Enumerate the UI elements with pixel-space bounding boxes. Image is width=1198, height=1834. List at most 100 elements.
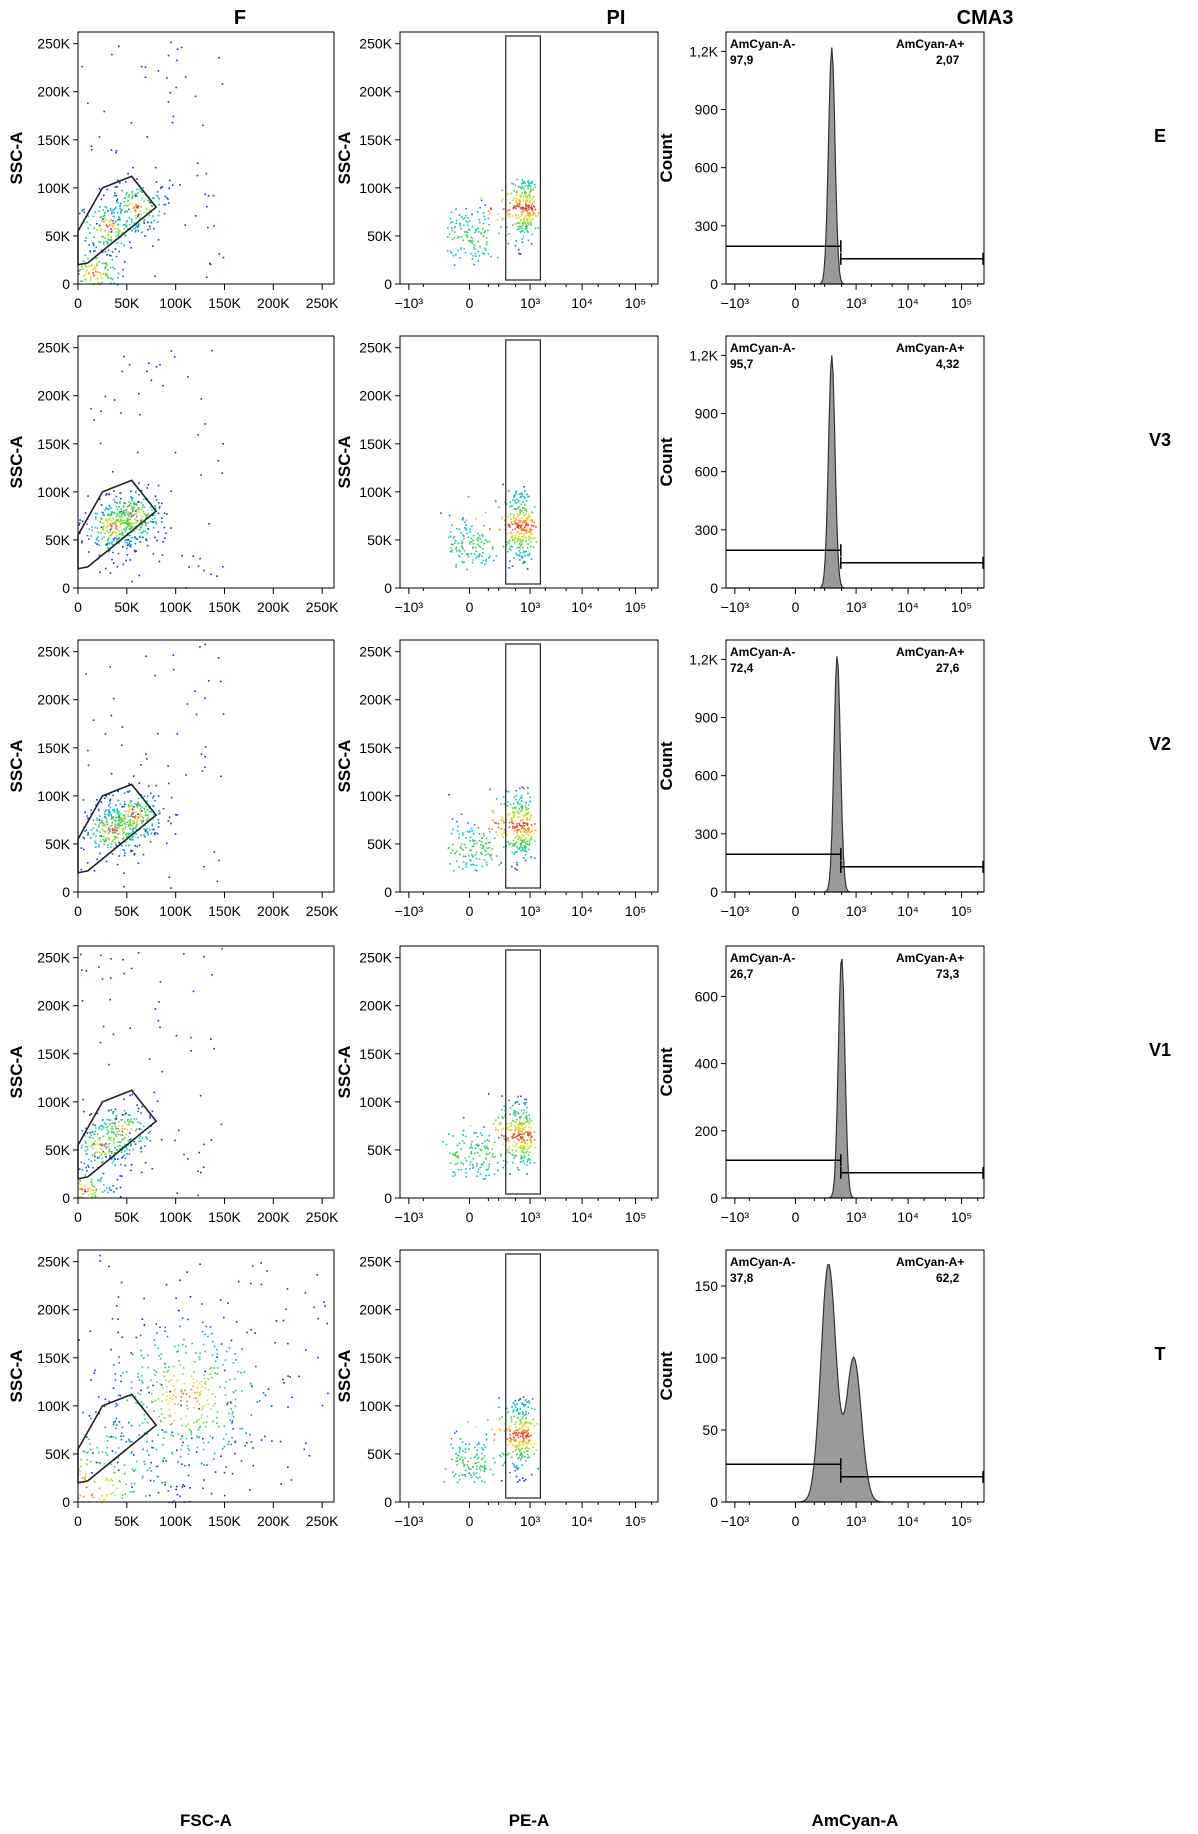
pi-event-dot: [513, 190, 516, 192]
f-event-dot: [169, 1423, 172, 1426]
f-event-dot: [170, 527, 172, 529]
f-event-dot: [138, 1128, 141, 1130]
pi-event-dot: [516, 810, 519, 813]
pi-event-dot: [484, 1140, 486, 1142]
pi-event-dot: [488, 1165, 490, 1168]
pi-event-dot: [494, 837, 496, 840]
pi-event-dot: [453, 227, 456, 229]
pi-event-dot: [491, 858, 493, 861]
pi-event-dot: [463, 535, 465, 537]
f-event-dot: [115, 505, 118, 508]
cma3-x-axis-tick-label: 10⁵: [951, 599, 972, 615]
pi-event-dot: [520, 196, 522, 199]
pi-event-dot: [506, 1453, 509, 1456]
f-event-dot: [116, 508, 119, 511]
pi-event-dot: [458, 235, 460, 238]
pi-event-dot: [472, 539, 475, 541]
f-event-dot: [139, 210, 142, 213]
pi-event-dot: [488, 827, 491, 830]
f-event-dot: [254, 1332, 256, 1334]
pi-event-dot: [525, 529, 528, 531]
f-event-dot: [126, 547, 128, 550]
f-event-dot: [186, 1407, 189, 1410]
f-event-dot: [122, 828, 124, 830]
f-event-dot: [129, 1094, 131, 1097]
pi-event-dot: [522, 182, 524, 184]
f-event-dot: [143, 222, 145, 224]
cma3-x-axis-tick-label: 10⁵: [951, 1209, 972, 1225]
f-event-dot: [164, 203, 167, 206]
pi-event-dot: [525, 1449, 528, 1452]
f-event-dot: [208, 523, 210, 525]
pi-event-dot: [519, 540, 522, 543]
pi-event-dot: [515, 201, 517, 203]
pi-event-dot: [516, 1143, 518, 1145]
f-event-dot: [108, 541, 111, 544]
f-event-dot: [110, 149, 113, 151]
f-event-dot: [205, 172, 208, 175]
pi-event-dot: [520, 524, 523, 527]
f-event-dot: [161, 1400, 163, 1403]
f-event-dot: [158, 210, 160, 213]
f-event-dot: [87, 764, 90, 767]
pi-event-dot: [459, 846, 462, 848]
pi-event-dot: [485, 241, 488, 243]
pi-x-axis-tick-label: −10³: [395, 599, 424, 615]
pi-event-dot: [524, 822, 527, 825]
f-event-dot: [243, 1371, 246, 1373]
f-event-dot: [163, 1417, 166, 1419]
f-event-dot: [99, 1139, 102, 1142]
f-event-dot: [93, 832, 96, 835]
f-event-dot: [88, 244, 90, 246]
pi-event-dot: [478, 1155, 481, 1157]
pi-event-dot: [508, 540, 511, 543]
pi-event-dot: [463, 549, 466, 552]
f-event-dot: [133, 509, 135, 512]
f-event-dot: [196, 1446, 199, 1449]
pi-event-dot: [490, 255, 492, 258]
pi-event-dot: [529, 533, 532, 536]
pi-event-dot: [477, 1168, 480, 1170]
f-event-dot: [78, 522, 81, 525]
f-event-dot: [159, 1420, 162, 1423]
f-x-tick-label: 150K: [208, 599, 241, 615]
f-event-dot: [116, 1178, 119, 1181]
pi-event-dot: [483, 1470, 486, 1473]
f-event-dot: [120, 1281, 123, 1284]
f-event-dot: [183, 1382, 186, 1385]
pi-event-dot: [495, 855, 498, 857]
pi-event-dot: [518, 1123, 521, 1125]
f-event-dot: [105, 839, 108, 842]
pi-event-dot: [516, 1408, 519, 1410]
f-event-dot: [201, 1321, 204, 1324]
f-event-dot: [167, 198, 169, 200]
pi-event-dot: [480, 840, 483, 843]
pi-event-dot: [481, 853, 483, 855]
pi-event-dot: [484, 854, 487, 856]
pi-event-dot: [515, 1453, 518, 1456]
pi-event-dot: [530, 1136, 532, 1139]
f-event-dot: [157, 1434, 160, 1436]
pi-event-dot: [461, 560, 463, 563]
pi-event-dot: [515, 1410, 518, 1412]
f-event-dot: [109, 1151, 111, 1154]
f-event-dot: [114, 1124, 117, 1127]
f-event-dot: [104, 1153, 106, 1156]
pi-event-dot: [454, 1152, 457, 1154]
f-event-dot: [200, 474, 202, 476]
pi-event-dot: [520, 526, 522, 529]
pi-event-dot: [520, 520, 523, 523]
pi-event-dot: [527, 1148, 529, 1150]
pi-event-dot: [469, 1124, 472, 1127]
f-event-dot: [140, 793, 143, 796]
pi-event-dot: [528, 1448, 531, 1450]
f-event-dot: [187, 1318, 189, 1321]
pi-event-dot: [460, 532, 462, 534]
pi-event-dot: [460, 1161, 463, 1164]
f-event-dot: [96, 817, 99, 820]
f-event-dot: [94, 257, 97, 260]
f-event-dot: [280, 1483, 282, 1485]
pi-event-dot: [462, 218, 464, 220]
f-event-dot: [181, 1444, 183, 1447]
pi-event-dot: [517, 523, 520, 526]
